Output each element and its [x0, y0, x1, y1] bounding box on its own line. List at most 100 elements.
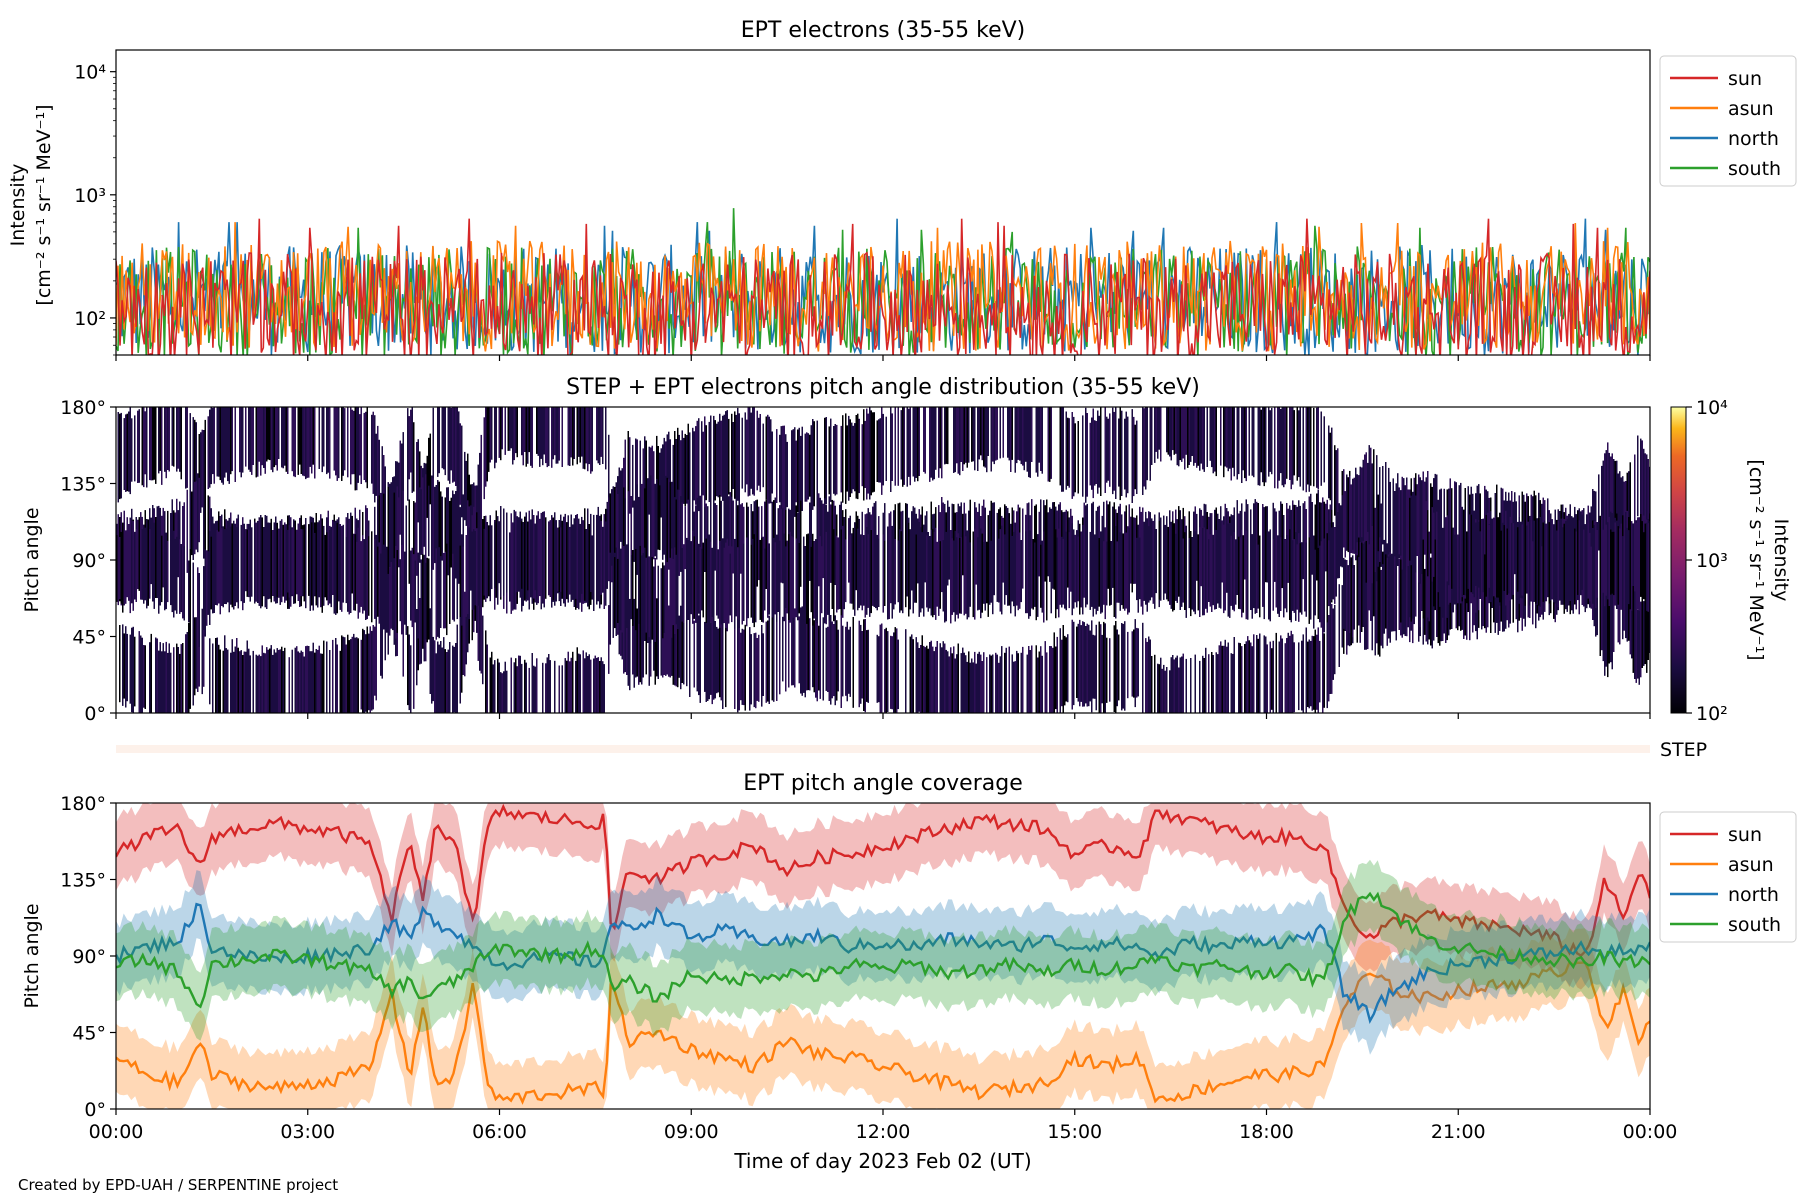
pad-cell [1571, 522, 1573, 611]
pad-cell [791, 607, 793, 686]
pad-cell [1253, 634, 1255, 713]
pad-cell [663, 602, 665, 675]
pad-cell [341, 635, 343, 713]
pad-cell [195, 481, 197, 550]
pad-cell [474, 485, 476, 575]
pad-cell [327, 510, 329, 606]
pad-cell [527, 521, 529, 591]
pad-cell [852, 425, 854, 490]
pad-cell [1053, 502, 1055, 590]
pad-cell [1523, 521, 1525, 600]
pad-cell [1131, 631, 1133, 697]
pad-cell [1182, 653, 1184, 713]
pad-cell [1403, 558, 1405, 635]
pad-cell [1266, 506, 1268, 583]
pad-cell [234, 523, 236, 606]
pad-cell [765, 621, 767, 703]
panel4-xtick-label: 00:00 [89, 1121, 144, 1143]
pad-cell [1016, 650, 1018, 713]
pad-cell [678, 434, 680, 512]
pad-cell [819, 618, 821, 699]
pad-cell [482, 615, 484, 685]
pad-cell [1367, 462, 1369, 526]
pad-cell [825, 627, 827, 691]
pad-cell [1037, 534, 1039, 617]
pad-cell [1446, 515, 1448, 582]
pad-cell [1220, 641, 1222, 713]
panel1-title: EPT electrons (35-55 keV) [741, 18, 1026, 43]
pad-cell [524, 407, 526, 452]
pad-cell [180, 407, 182, 480]
pad-cell [656, 478, 658, 560]
pad-cell [1194, 654, 1196, 713]
pad-cell [923, 645, 925, 713]
pad-cell [1364, 454, 1366, 543]
pad-cell [962, 647, 964, 713]
pad-cell [1041, 655, 1043, 713]
pad-cell [353, 533, 355, 611]
pad-cell [1037, 407, 1039, 477]
pad-cell [536, 515, 538, 599]
pad-cell [321, 653, 323, 713]
pad-cell [1151, 528, 1153, 598]
pad-cell [1434, 539, 1436, 611]
pad-cell [401, 544, 403, 635]
pad-cell [741, 503, 743, 576]
pad-cell [476, 528, 478, 607]
pad-cell [797, 535, 799, 621]
pad-cell [1043, 531, 1045, 623]
panel1-ylabel-line2: [cm⁻² s⁻¹ sr⁻¹ MeV⁻¹] [33, 104, 55, 305]
pad-cell [1308, 537, 1310, 624]
pad-cell [539, 518, 541, 597]
pad-cell [135, 528, 137, 602]
pad-cell [710, 622, 712, 695]
pad-cell [915, 407, 917, 478]
pad-cell [489, 407, 491, 463]
pad-cell [356, 637, 358, 713]
pad-cell [680, 440, 682, 505]
pad-cell [200, 432, 202, 513]
pad-cell [1395, 546, 1397, 641]
pad-cell [1599, 571, 1601, 656]
pad-cell [1232, 532, 1234, 610]
pad-cell [735, 414, 737, 495]
pad-cell [1020, 652, 1022, 713]
pad-cell [1310, 542, 1312, 620]
pad-cell [726, 496, 728, 575]
pad-cell [1431, 553, 1433, 649]
pad-cell [1518, 517, 1520, 604]
pad-cell [815, 539, 817, 621]
panel1-ytick-label: 10² [74, 308, 106, 330]
pad-cell [164, 530, 166, 611]
pad-cell [357, 407, 359, 483]
pad-cell [1154, 654, 1156, 713]
pad-cell [656, 598, 658, 677]
pad-cell [242, 407, 244, 473]
pad-cell [966, 661, 968, 713]
pad-cell [234, 646, 236, 713]
pad-cell [632, 550, 634, 626]
pad-cell [924, 515, 926, 583]
pad-cell [882, 534, 884, 613]
pad-cell [1103, 541, 1105, 605]
pad-cell [636, 484, 638, 575]
pad-cell [1487, 512, 1489, 600]
pad-cell [1602, 529, 1604, 593]
pad-cell [347, 529, 349, 612]
pad-cell [161, 535, 163, 603]
pad-cell [201, 429, 203, 508]
pad-cell [414, 502, 416, 566]
pad-cell [159, 407, 161, 471]
pad-cell [552, 517, 554, 601]
pad-cell [272, 654, 274, 713]
panel1-ytick-label: 10³ [74, 185, 106, 207]
pad-cell [339, 527, 341, 610]
pad-cell [618, 552, 620, 628]
pad-cell [1526, 525, 1528, 594]
pad-cell [609, 493, 611, 574]
pad-cell [1298, 533, 1300, 622]
pad-cell [936, 541, 938, 607]
pad-cell [1637, 517, 1639, 610]
pad-cell [1602, 460, 1604, 529]
pad-cell [1185, 525, 1187, 618]
